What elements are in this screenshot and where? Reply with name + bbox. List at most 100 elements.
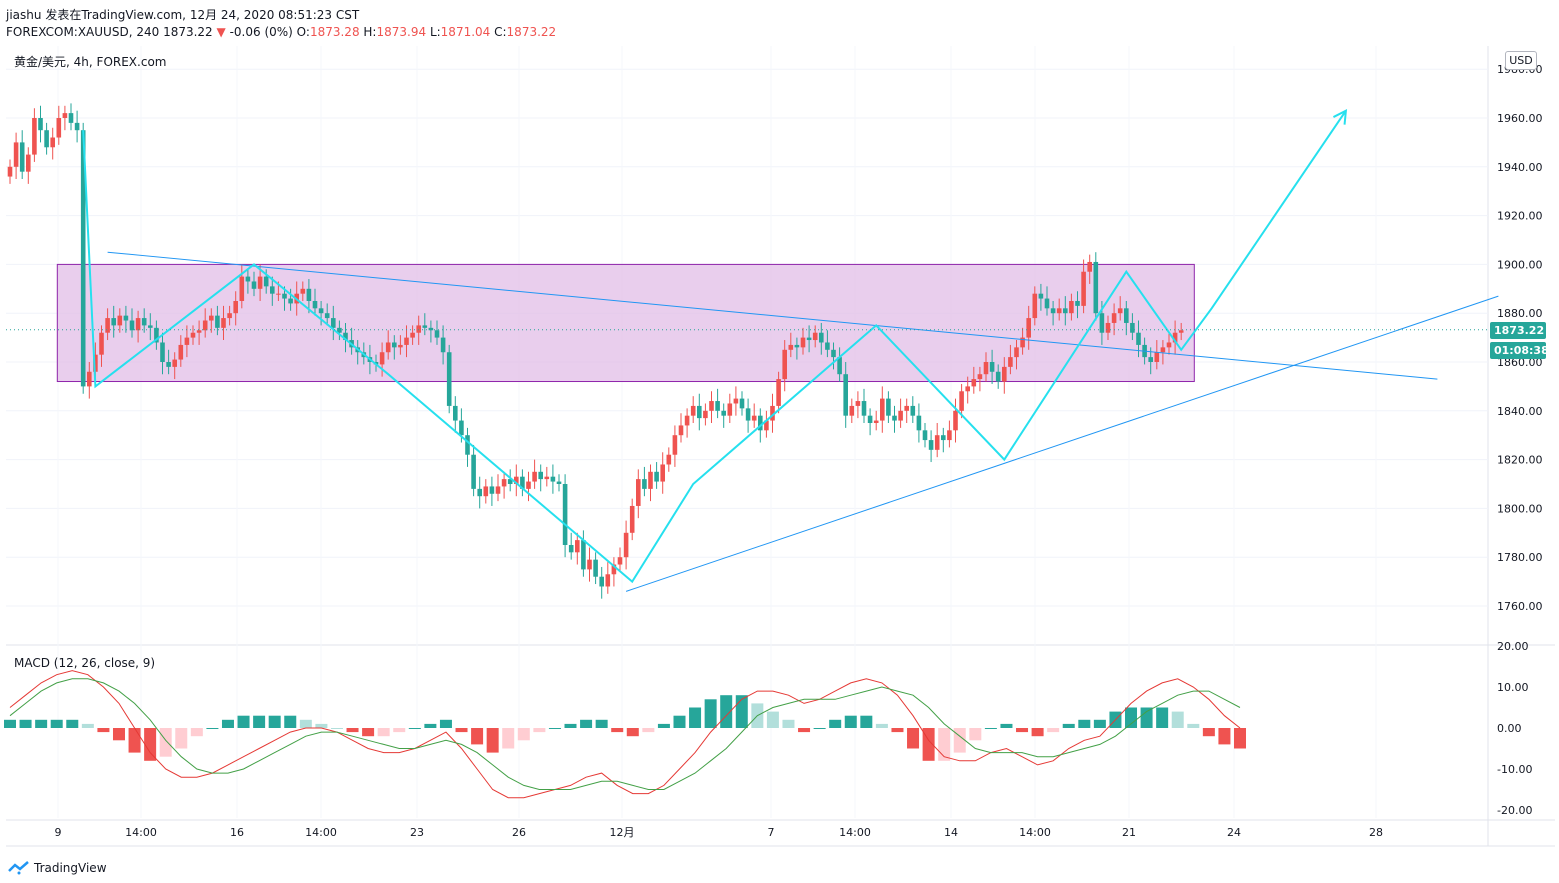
symbol-ohlc-line: FOREXCOM:XAUUSD, 240 1873.22 ▼ -0.06 (0%…	[6, 25, 556, 39]
macd-tick-label: 10.00	[1497, 681, 1529, 694]
candle-body	[770, 405, 775, 421]
macd-histogram-bar	[517, 728, 530, 741]
macd-histogram-bar	[455, 728, 468, 733]
candle-body	[697, 405, 702, 419]
candle-body	[392, 342, 397, 348]
y-tick-label: 1960.00	[1497, 112, 1543, 125]
macd-histogram-bar	[704, 699, 717, 728]
candle-body	[794, 344, 800, 348]
candle-body	[623, 532, 629, 558]
candle-body	[257, 276, 263, 289]
candle-body	[62, 113, 68, 118]
candle-body	[1111, 313, 1117, 323]
candle-body	[19, 142, 25, 172]
candle-body	[568, 545, 574, 553]
candle-body	[227, 313, 232, 319]
candle-body	[99, 332, 104, 355]
publish-header: jiashu 发表在TradingView.com, 12月 24, 2020 …	[6, 6, 359, 23]
candle-body	[68, 113, 74, 123]
candle-body	[379, 352, 385, 365]
macd-histogram-bar	[844, 715, 857, 728]
macd-histogram-bar	[362, 728, 375, 737]
candle-body	[1014, 347, 1019, 358]
candle-body	[550, 476, 556, 482]
macd-histogram-bar	[1062, 723, 1075, 728]
macd-histogram-bar	[330, 728, 343, 729]
candle-body	[422, 325, 428, 328]
candle-body	[886, 398, 891, 416]
countdown-label: 01:08:38	[1490, 341, 1549, 359]
candle-body	[672, 435, 678, 455]
macd-histogram-bar	[798, 728, 811, 733]
candle-body	[782, 349, 787, 380]
tradingview-logo[interactable]: TradingView	[8, 861, 107, 875]
candle-body	[1050, 308, 1056, 314]
candle-body	[111, 318, 116, 326]
candle-body	[1105, 322, 1111, 333]
candle-body	[1099, 313, 1105, 333]
candle-body	[776, 379, 781, 406]
candle-body	[434, 330, 440, 338]
macd-histogram-bar	[689, 707, 702, 728]
candle-body	[959, 391, 964, 411]
macd-histogram-bar	[175, 728, 188, 749]
macd-histogram-bar	[299, 719, 312, 728]
macd-histogram-bar	[875, 723, 888, 728]
candle-body	[953, 410, 958, 431]
macd-histogram-bar	[4, 719, 16, 728]
candle-body	[873, 420, 879, 423]
candle-body	[154, 327, 159, 343]
candle-body	[343, 332, 348, 341]
x-tick-label: 12月	[610, 826, 635, 839]
candle-body	[892, 415, 897, 421]
macd-histogram-bar	[81, 723, 94, 728]
candle-body	[32, 118, 37, 155]
trend-line	[625, 295, 1499, 592]
candle-body	[215, 315, 220, 328]
candle-body	[648, 471, 653, 489]
x-tick-label: 14:00	[1019, 826, 1051, 839]
candle-body	[1172, 332, 1178, 343]
candle-body	[1069, 301, 1074, 314]
candle-body	[1124, 308, 1129, 323]
candle-body	[1044, 298, 1050, 309]
low-value: 1871.04	[440, 25, 491, 39]
candle-body	[764, 420, 769, 431]
candle-body	[123, 315, 129, 321]
macd-histogram-bar	[1187, 723, 1200, 728]
candle-body	[654, 471, 659, 482]
macd-histogram-bar	[253, 715, 266, 728]
candle-body	[300, 288, 306, 294]
candle-body	[556, 481, 562, 484]
x-tick-label: 14:00	[125, 826, 157, 839]
candle-body	[745, 408, 751, 421]
x-tick-label: 21	[1122, 826, 1136, 839]
currency-badge[interactable]: USD	[1505, 51, 1537, 70]
macd-histogram-bar	[377, 728, 390, 737]
candle-body	[178, 344, 184, 360]
y-tick-label: 1840.00	[1497, 405, 1543, 418]
macd-histogram-bar	[159, 728, 172, 757]
candle-body	[239, 276, 245, 301]
macd-legend: MACD (12, 26, close, 9)	[14, 656, 155, 670]
candle-body	[587, 559, 592, 570]
close-label: C:	[494, 25, 507, 39]
macd-histogram-bar	[1031, 728, 1044, 737]
macd-histogram-bar	[424, 723, 437, 728]
macd-histogram-bar	[829, 719, 842, 728]
candle-body	[1166, 342, 1172, 348]
candle-body	[166, 362, 171, 367]
macd-histogram-bar	[66, 719, 79, 728]
candle-body	[880, 398, 885, 421]
macd-histogram-bar	[144, 728, 157, 761]
macd-histogram-bar	[346, 728, 359, 733]
y-tick-label: 1780.00	[1497, 551, 1543, 564]
candle-body	[837, 357, 842, 375]
candle-body	[337, 327, 342, 333]
macd-tick-label: 20.00	[1497, 640, 1529, 653]
candle-body	[843, 374, 848, 416]
candle-body	[690, 405, 696, 416]
candle-body	[446, 352, 452, 406]
candle-body	[904, 405, 909, 411]
